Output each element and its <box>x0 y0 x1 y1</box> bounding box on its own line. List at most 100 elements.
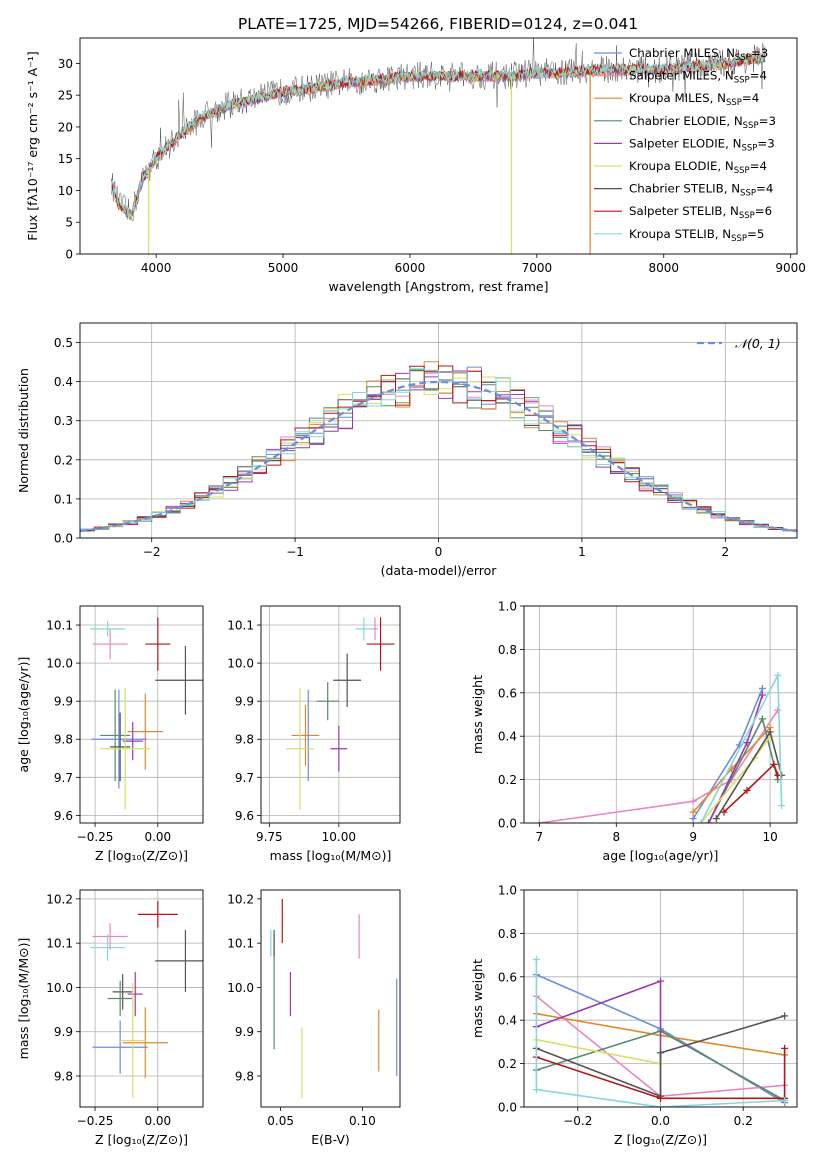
x-tick-label: −2 <box>143 545 161 559</box>
age_vs_Z-panel: −0.25 0.00 9.6 9.7 9.8 9.9 10.0 10.1 Z [log₁₀(Z/… <box>16 605 204 863</box>
histogram-series-8 <box>80 368 797 533</box>
y-tick-label: 30 <box>58 57 73 71</box>
y-tick-label: 0.1 <box>54 492 73 506</box>
y-axis-label: Normed distribution <box>16 368 31 493</box>
weight-marker <box>774 706 782 714</box>
weight-marker <box>758 684 766 692</box>
legend-label: Chabrier STELIB, NSSP=4 <box>629 182 773 199</box>
x-axis-label: Z [log₁₀(Z/Z⊙)] <box>95 1132 188 1147</box>
Z_weights-plot-area <box>532 955 789 1107</box>
legend-label: Chabrier MILES, NSSP=3 <box>629 46 768 63</box>
weight-marker <box>532 1086 540 1094</box>
y-tick-label: 10.1 <box>46 937 73 951</box>
y-tick-label: 9.6 <box>235 809 254 823</box>
legend-label-value: =6 <box>755 204 772 218</box>
weight-line-6 <box>536 1015 785 1098</box>
y-axis-label: mass [log₁₀(M/M⊙)] <box>16 938 31 1060</box>
Z_weights-panel: −0.2 0.0 0.2 0.0 0.2 0.4 0.6 0.8 1.0 Z [log₁₀(Z/Z… <box>470 884 798 1147</box>
x-tick-label: 6000 <box>395 261 426 275</box>
age_vs_mass-panel: 9.75 10.00 9.6 9.7 9.8 9.9 10.0 10.1 mass [log₁₀… <box>227 605 401 863</box>
x-axis-label: Z [log₁₀(Z/Z⊙)] <box>614 1132 707 1147</box>
y-tick-label: 0.4 <box>498 730 517 744</box>
age_weights-panel: 7 8 9 10 0.0 0.2 0.4 0.6 0.8 1.0 age [log₁₀(age/yr… <box>470 600 798 863</box>
age_vs_Z-frame <box>79 605 204 824</box>
legend-label: Kroupa STELIB, NSSP=5 <box>629 227 764 244</box>
legend-label-text: Chabrier MILES, N <box>629 46 735 60</box>
y-tick-label: 1.0 <box>498 600 517 614</box>
y-tick-label: 0.3 <box>54 414 73 428</box>
legend-label-value: =4 <box>750 69 767 83</box>
weight-marker <box>766 728 774 736</box>
x-tick-label: 9 <box>689 830 697 844</box>
weight-marker <box>697 819 705 823</box>
y-tick-label: 0.6 <box>498 970 517 984</box>
spectrum-frame <box>79 37 798 255</box>
legend-label-value: =4 <box>742 91 759 105</box>
mass_vs_Z-plot-area <box>90 901 203 1099</box>
x-tick-label: 5000 <box>268 261 299 275</box>
y-axis-label: Flux [fλ10⁻¹⁷ erg cm⁻² s⁻¹ A⁻¹] <box>25 51 40 240</box>
legend-label: Kroupa ELODIE, NSSP=4 <box>629 159 767 176</box>
legend-label: Salpeter MILES, NSSP=4 <box>629 69 767 86</box>
legend-label-sub: SSP <box>734 76 750 86</box>
legend-label-text: Kroupa MILES, N <box>629 91 726 105</box>
weight-marker <box>774 671 782 679</box>
y-axis-label: mass weight <box>470 675 485 754</box>
x-tick-label: 0.10 <box>349 1114 376 1128</box>
y-tick-label: 0.2 <box>498 773 517 787</box>
weight-marker <box>705 819 713 823</box>
y-tick-label: 0.8 <box>498 927 517 941</box>
weight-line-4 <box>536 979 662 1097</box>
panels: 4000 5000 6000 7000 8000 9000051015202530Chab… <box>16 37 806 1147</box>
weight-marker <box>532 955 540 963</box>
weight-marker <box>689 808 697 816</box>
x-tick-label: 9000 <box>775 261 806 275</box>
y-tick-label: 10.0 <box>227 657 254 671</box>
x-tick-label: 9.75 <box>256 830 283 844</box>
Z_weights-frame <box>523 889 798 1108</box>
spectrum-line-5 <box>111 52 766 220</box>
x-tick-label: 8000 <box>648 261 679 275</box>
y-tick-label: 9.7 <box>235 771 254 785</box>
legend-label: Salpeter STELIB, NSSP=6 <box>629 204 772 221</box>
weight-marker <box>657 1103 664 1107</box>
x-axis-label: Z [log₁₀(Z/Z⊙)] <box>95 848 188 863</box>
x-tick-label: 7 <box>536 830 544 844</box>
y-tick-label: 0.0 <box>498 817 517 831</box>
y-tick-label: 25 <box>58 89 73 103</box>
y-tick-label: 9.9 <box>54 1025 73 1039</box>
legend-label-text: Kroupa ELODIE, N <box>629 159 734 173</box>
legend-label-text: Chabrier ELODIE, N <box>629 114 743 128</box>
y-tick-label: 9.8 <box>54 733 73 747</box>
legend-label: Salpeter ELODIE, NSSP=3 <box>629 136 775 153</box>
x-tick-label: 0.00 <box>144 830 171 844</box>
weight-marker <box>712 815 720 823</box>
normal-curve <box>80 380 797 533</box>
y-tick-label: 9.9 <box>235 695 254 709</box>
legend-label-sub: SSP <box>740 189 756 199</box>
x-axis-label: age [log₁₀(age/yr)] <box>603 848 719 863</box>
y-tick-label: 20 <box>58 120 73 134</box>
weight-line-1 <box>539 709 779 823</box>
x-tick-label: −0.25 <box>77 830 114 844</box>
residuals-panel: −2 −1 0 1 2 0.0 0.1 0.2 0.3 0.4 0.5 𝒩(0, 1) (data-mo… <box>16 322 798 578</box>
x-tick-label: 2 <box>721 545 729 559</box>
y-tick-label: 0 <box>65 248 73 262</box>
weight-marker <box>535 819 543 823</box>
mass_vs_ebv-panel: 0.05 0.10 9.8 9.9 10.0 10.1 10.2 E(B-V) <box>227 889 401 1147</box>
mass_vs_Z-panel: −0.25 0.00 9.8 9.9 10.0 10.1 10.2 Z [log₁₀(Z/Z⊙… <box>16 889 204 1147</box>
weight-marker <box>781 1012 789 1020</box>
weight-marker <box>778 802 786 810</box>
weight-marker <box>758 691 766 699</box>
figure-title: PLATE=1725, MJD=54266, FIBERID=0124, z=0… <box>238 15 638 33</box>
x-tick-label: −0.25 <box>77 1114 114 1128</box>
y-tick-label: 0.8 <box>498 643 517 657</box>
y-tick-label: 0.4 <box>498 1014 517 1028</box>
legend-label-value: =5 <box>747 227 764 241</box>
mass_vs_ebv-frame <box>260 889 401 1108</box>
weight-marker <box>781 1096 789 1104</box>
x-tick-label: 0 <box>435 545 443 559</box>
x-axis-label: (data-model)/error <box>381 563 498 578</box>
y-tick-label: 0.2 <box>54 453 73 467</box>
legend-label-sub: SSP <box>739 211 755 221</box>
